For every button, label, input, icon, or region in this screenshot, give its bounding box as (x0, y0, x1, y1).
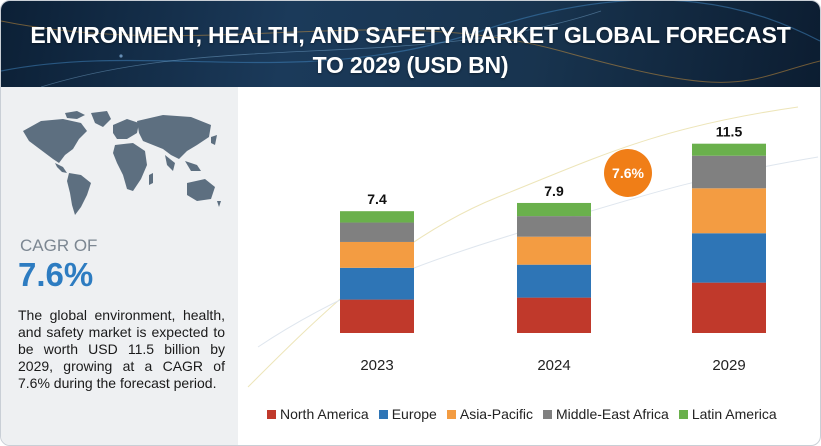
bar-segment-europe-2024 (517, 264, 591, 298)
legend-item-middle-east-africa: Middle-East Africa (543, 406, 669, 422)
bar-segment-north-america-2023 (340, 299, 414, 333)
bar-segment-middle-east-africa-2024 (517, 216, 591, 237)
stacked-bar-chart: 7.4 2023 7.9 2024 11.5 2029 (247, 106, 819, 388)
legend-label: Middle-East Africa (556, 406, 669, 422)
cagr-label: CAGR OF (20, 236, 98, 255)
legend-label: Asia-Pacific (459, 406, 533, 422)
bar-segment-asia-pacific-2023 (340, 241, 414, 268)
legend-label: Europe (391, 406, 437, 422)
legend-label: Latin America (691, 406, 777, 422)
chart-title: ENVIRONMENT, HEALTH, AND SAFETY MARKET G… (1, 20, 820, 80)
bar-segment-latin-america-2024 (517, 202, 591, 217)
legend-item-latin-america: Latin America (678, 406, 777, 422)
legend-item-north-america: North America (267, 406, 369, 422)
cagr-value: 7.6% (18, 256, 94, 293)
x-tick-label-2024: 2024 (537, 357, 570, 374)
x-tick-label-2029: 2029 (712, 357, 745, 374)
x-tick-label-2023: 2023 (360, 357, 393, 374)
legend-swatch (678, 409, 688, 419)
legend-item-europe: Europe (378, 406, 437, 422)
bar-segment-latin-america-2029 (692, 143, 766, 156)
bar-segment-north-america-2029 (692, 282, 766, 333)
total-label-2023: 7.4 (367, 191, 387, 207)
legend-swatch (378, 409, 388, 419)
light-streaks-decoration (1, 1, 820, 87)
cagr-badge: 7.6% (604, 149, 652, 197)
bar-segment-europe-2029 (692, 233, 766, 283)
bar-segment-north-america-2024 (517, 297, 591, 333)
bar-segment-latin-america-2023 (340, 211, 414, 223)
market-description: The global environment, health, and safe… (18, 307, 225, 391)
title-banner: ENVIRONMENT, HEALTH, AND SAFETY MARKET G… (1, 1, 820, 87)
bar-segment-middle-east-africa-2029 (692, 155, 766, 189)
bar-segment-asia-pacific-2024 (517, 236, 591, 265)
legend-swatch (446, 409, 456, 419)
total-label-2029: 11.5 (716, 124, 743, 140)
total-label-2024: 7.9 (544, 183, 564, 199)
legend-item-asia-pacific: Asia-Pacific (446, 406, 533, 422)
summary-panel: CAGR OF 7.6% The global environment, hea… (1, 87, 238, 445)
bar-segment-middle-east-africa-2023 (340, 222, 414, 242)
world-map-icon (23, 111, 221, 215)
chart-legend: North America Europe Asia-Pacific Middle-Ea… (267, 405, 787, 423)
bar-segment-europe-2023 (340, 267, 414, 300)
legend-swatch (543, 409, 552, 419)
bar-segment-asia-pacific-2029 (692, 188, 766, 234)
decorative-curve (247, 106, 799, 388)
chart-title-line-1: ENVIRONMENT, HEALTH, AND SAFETY MARKET G… (30, 22, 791, 48)
chart-title-line-2: TO 2029 (USD BN) (312, 52, 509, 78)
legend-label: North America (280, 406, 369, 422)
legend-swatch (267, 409, 276, 419)
